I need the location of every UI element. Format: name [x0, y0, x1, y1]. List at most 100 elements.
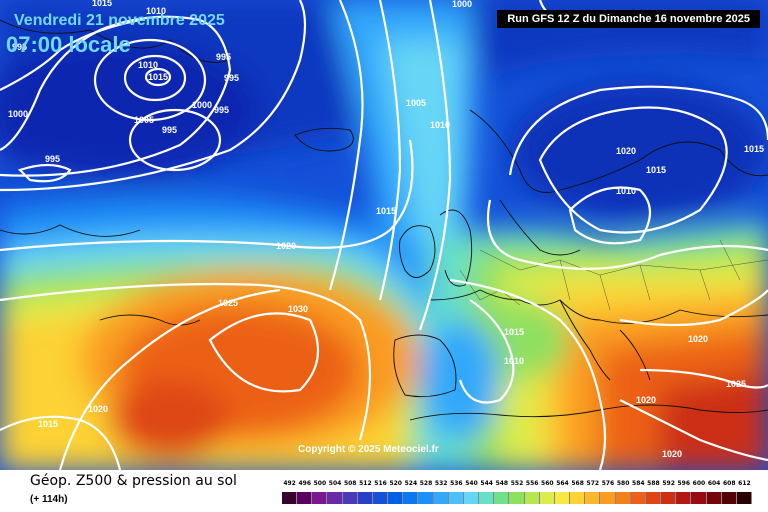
scale-swatch — [448, 492, 464, 504]
lead-time: (+ 114h) — [30, 494, 68, 505]
scale-swatch — [570, 492, 586, 504]
legend-footer: Géop. Z500 & pression au sol (+ 114h) 49… — [0, 470, 768, 512]
scale-swatch — [585, 492, 601, 504]
isobar-label: 1025 — [218, 298, 238, 308]
isobar-label: 1010 — [146, 6, 166, 16]
scale-label: 552 — [510, 480, 524, 487]
scale-label: 576 — [601, 480, 615, 487]
isobar-label: 1015 — [646, 165, 666, 175]
scale-label: 556 — [525, 480, 539, 487]
scale-swatch — [645, 492, 662, 504]
scale-label: 508 — [343, 480, 357, 487]
scale-label: 588 — [647, 480, 660, 487]
scale-label: 564 — [556, 480, 569, 487]
scale-swatch — [661, 492, 677, 504]
isobar-label: 1015 — [744, 144, 764, 154]
scale-label: 592 — [662, 480, 675, 487]
isobar-label: 1020 — [688, 334, 708, 344]
scale-label: 516 — [374, 480, 387, 487]
isobar-label: 1015 — [504, 327, 524, 337]
scale-label: 568 — [571, 480, 584, 487]
isobar-label: 995 — [162, 125, 177, 135]
scale-swatch — [388, 492, 404, 504]
scale-label: 604 — [707, 480, 721, 487]
parameter-title: Géop. Z500 & pression au sol — [30, 473, 237, 489]
isobar-label: 1020 — [616, 146, 636, 156]
scale-swatch — [691, 492, 707, 504]
run-banner: Run GFS 12 Z du Dimanche 16 novembre 202… — [497, 10, 760, 28]
scale-label: 512 — [359, 480, 372, 487]
scale-swatch — [524, 492, 540, 504]
forecast-time: 07:00 locale — [6, 32, 131, 57]
scale-swatch — [539, 492, 555, 504]
scale-label: 536 — [450, 480, 463, 487]
isobar-label: 1015 — [148, 72, 168, 82]
isobar-label: 995 — [214, 105, 229, 115]
scale-label: 548 — [495, 480, 509, 487]
isobar-label: 995 — [12, 42, 27, 52]
scale-label: 504 — [328, 480, 342, 487]
scale-swatch — [479, 492, 495, 504]
scale-swatch — [327, 492, 343, 504]
scale-label: 492 — [283, 480, 296, 487]
scale-swatch — [736, 492, 752, 504]
color-scale-labels: 492 496 500 504 508 512 516 520 524 528 532 536 540 5… — [282, 480, 752, 490]
scale-label: 496 — [298, 480, 311, 487]
copyright-notice: Copyright © 2025 Meteociel.fr — [298, 444, 439, 455]
scale-label: 612 — [738, 480, 751, 487]
scale-swatch — [630, 492, 646, 504]
scale-swatch — [297, 492, 313, 504]
scale-label: 540 — [465, 480, 478, 487]
scale-swatch — [554, 492, 571, 504]
isobar-label: 1015 — [38, 419, 58, 429]
scale-swatch — [357, 492, 373, 504]
isobar-label: 995 — [224, 73, 239, 83]
scale-label: 572 — [586, 480, 600, 487]
color-scale-bar — [282, 492, 752, 504]
isobar-label: 1005 — [406, 98, 426, 108]
isobar-label: 995 — [216, 52, 231, 62]
scale-swatch — [312, 492, 328, 504]
scale-swatch — [342, 492, 358, 504]
isobar-label: 1005 — [134, 115, 154, 125]
scale-swatch — [721, 492, 737, 504]
isobar-label: 1000 — [8, 109, 28, 119]
scale-label: 500 — [313, 480, 327, 487]
scale-swatch — [403, 492, 419, 504]
isobar-label: 1015 — [92, 0, 112, 8]
isobar-label: 1010 — [138, 60, 158, 70]
scale-swatch — [706, 492, 722, 504]
scale-swatch — [433, 492, 449, 504]
scale-label: 544 — [480, 480, 493, 487]
scale-label: 608 — [722, 480, 736, 487]
scale-label: 532 — [434, 480, 448, 487]
forecast-date: Vendredi 21 novembre 2025 — [14, 12, 225, 29]
isobar-label: 1030 — [288, 304, 308, 314]
scale-label: 596 — [677, 480, 691, 487]
scale-swatch — [509, 492, 525, 504]
coastlines — [0, 19, 768, 421]
scale-label: 580 — [616, 480, 630, 487]
isobar-label: 1020 — [636, 395, 656, 405]
scale-swatch — [282, 492, 298, 504]
scale-label: 560 — [541, 480, 554, 487]
isobar-label: 995 — [45, 154, 60, 164]
isobars — [0, 0, 768, 470]
isobar-label: 1010 — [616, 186, 636, 196]
scale-label: 524 — [404, 480, 418, 487]
isobar-label: 1015 — [376, 206, 396, 216]
isobar-label: 1020 — [662, 449, 682, 459]
scale-swatch — [463, 492, 480, 504]
scale-swatch — [600, 492, 616, 504]
isobar-label: 1025 — [726, 379, 746, 389]
isobar-label: 1010 — [504, 356, 524, 366]
isobar-label: 1020 — [88, 404, 108, 414]
scale-label: 584 — [632, 480, 645, 487]
isobar-label: 1010 — [430, 120, 450, 130]
scale-swatch — [372, 492, 389, 504]
scale-swatch — [418, 492, 434, 504]
isobar-label: 1000 — [452, 0, 472, 9]
isobar-label: 1020 — [276, 241, 296, 251]
